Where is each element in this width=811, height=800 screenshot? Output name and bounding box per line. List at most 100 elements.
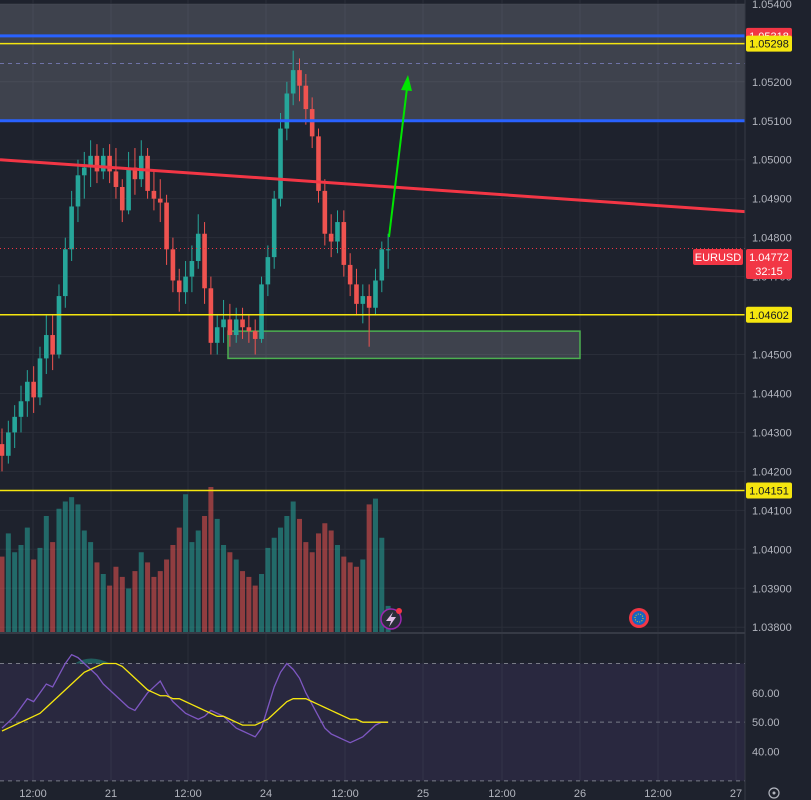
volume-bar: [24, 527, 30, 632]
volume-bar: [0, 556, 5, 632]
volume-bar: [202, 516, 208, 632]
price-tick-label: 1.04900: [752, 194, 792, 206]
volume-bar: [353, 566, 359, 632]
volume-bar: [233, 559, 239, 632]
candle-body: [354, 284, 359, 304]
volume-bar: [12, 552, 18, 632]
candle-body: [138, 155, 144, 180]
candle-body: [126, 167, 131, 211]
volume-bar: [372, 498, 378, 632]
volume-bar: [157, 571, 163, 632]
volume-bar: [379, 537, 385, 632]
candle-body: [100, 155, 106, 172]
level-badge-label: 1.04151: [749, 485, 789, 497]
volume-bar: [189, 542, 195, 632]
candle-body: [259, 284, 264, 339]
price-tick-label: 1.05200: [752, 77, 792, 89]
price-tick-label: 1.03800: [752, 622, 792, 634]
candles: [0, 50, 391, 472]
candle-body: [221, 319, 226, 328]
volume-bar: [88, 542, 94, 632]
volume-bar: [176, 527, 182, 632]
price-tick-label: 1.04400: [752, 388, 792, 400]
lightning-icon[interactable]: [380, 608, 402, 630]
volume-bar: [107, 585, 113, 632]
candle-body: [309, 109, 315, 137]
candle-body: [271, 198, 277, 258]
volume-bar: [284, 516, 290, 632]
time-tick-label: 12:00: [19, 788, 47, 800]
forecast-arrow-shaft: [388, 87, 408, 238]
candle-body: [63, 249, 68, 297]
economic-event-icon[interactable]: [629, 608, 649, 628]
symbol-badge: [693, 249, 743, 265]
volume-bar: [151, 576, 157, 632]
price-axis: 1.05400 1.05200 1.05100 1.05000 1.04900 1.048…: [744, 0, 811, 800]
candle-body: [227, 319, 233, 336]
volume-bar: [145, 562, 151, 632]
candle-body: [31, 381, 36, 398]
volume-bars: [0, 487, 391, 632]
candle-body: [246, 327, 252, 332]
volume-bar: [316, 533, 321, 632]
volume-bar: [341, 556, 347, 632]
volume-bar: [221, 545, 227, 632]
candle-body: [25, 381, 30, 402]
volume-bar: [62, 501, 68, 632]
volume-bar: [195, 530, 201, 632]
volume-bar: [94, 562, 100, 632]
level-badge-label: 1.05298: [749, 39, 789, 51]
candle-body: [157, 198, 163, 203]
volume-bar: [183, 494, 189, 632]
candle-body: [233, 319, 239, 336]
candle-body: [107, 155, 112, 172]
volume-bar: [56, 508, 62, 632]
candle-body: [290, 70, 296, 94]
time-tick-label: 12:00: [174, 788, 202, 800]
candle-body: [366, 296, 372, 308]
candle-body: [322, 190, 328, 234]
price-axis-bg: [745, 0, 811, 800]
volume-bar: [227, 552, 233, 632]
candle-body: [119, 186, 125, 211]
volume-bar: [170, 545, 176, 632]
price-tick-label: 1.04200: [752, 466, 792, 478]
candle-body: [379, 249, 385, 281]
candle-body: [44, 335, 49, 359]
level-badge: [746, 482, 792, 499]
candle-body: [347, 264, 353, 285]
volume-bar: [100, 574, 106, 632]
volume-bar: [265, 547, 271, 632]
candle-body: [18, 401, 24, 417]
volume-bar: [347, 562, 353, 632]
volume-bar: [322, 523, 328, 632]
candle-body: [360, 296, 366, 304]
time-tick-label: 12:00: [488, 788, 516, 800]
candle-body: [183, 276, 188, 293]
price-tick-label: 1.05000: [752, 155, 792, 167]
countdown-label: 32:15: [755, 266, 783, 278]
rsi-tick-label: 50.00: [752, 717, 780, 729]
candle-body: [170, 249, 176, 281]
last-price-label: 1.04772: [749, 252, 789, 264]
volume-bar: [246, 576, 252, 632]
volume-bar: [214, 518, 220, 632]
volume-bar: [164, 559, 170, 632]
candle-body: [37, 358, 43, 398]
candle-body: [132, 167, 138, 180]
time-tick-label: 26: [574, 788, 586, 800]
volume-bar: [113, 566, 119, 632]
volume-bar: [119, 576, 125, 632]
volume-bar: [208, 487, 214, 632]
settings-icon[interactable]: [768, 787, 780, 799]
volume-bar: [37, 547, 43, 632]
volume-bar: [5, 533, 11, 632]
candle-body: [164, 202, 169, 250]
candle-body: [341, 222, 347, 265]
candle-body: [0, 444, 5, 456]
drawn-lines: [0, 34, 811, 492]
candle-body: [151, 190, 157, 199]
price-tick-label: 1.03900: [752, 583, 792, 595]
